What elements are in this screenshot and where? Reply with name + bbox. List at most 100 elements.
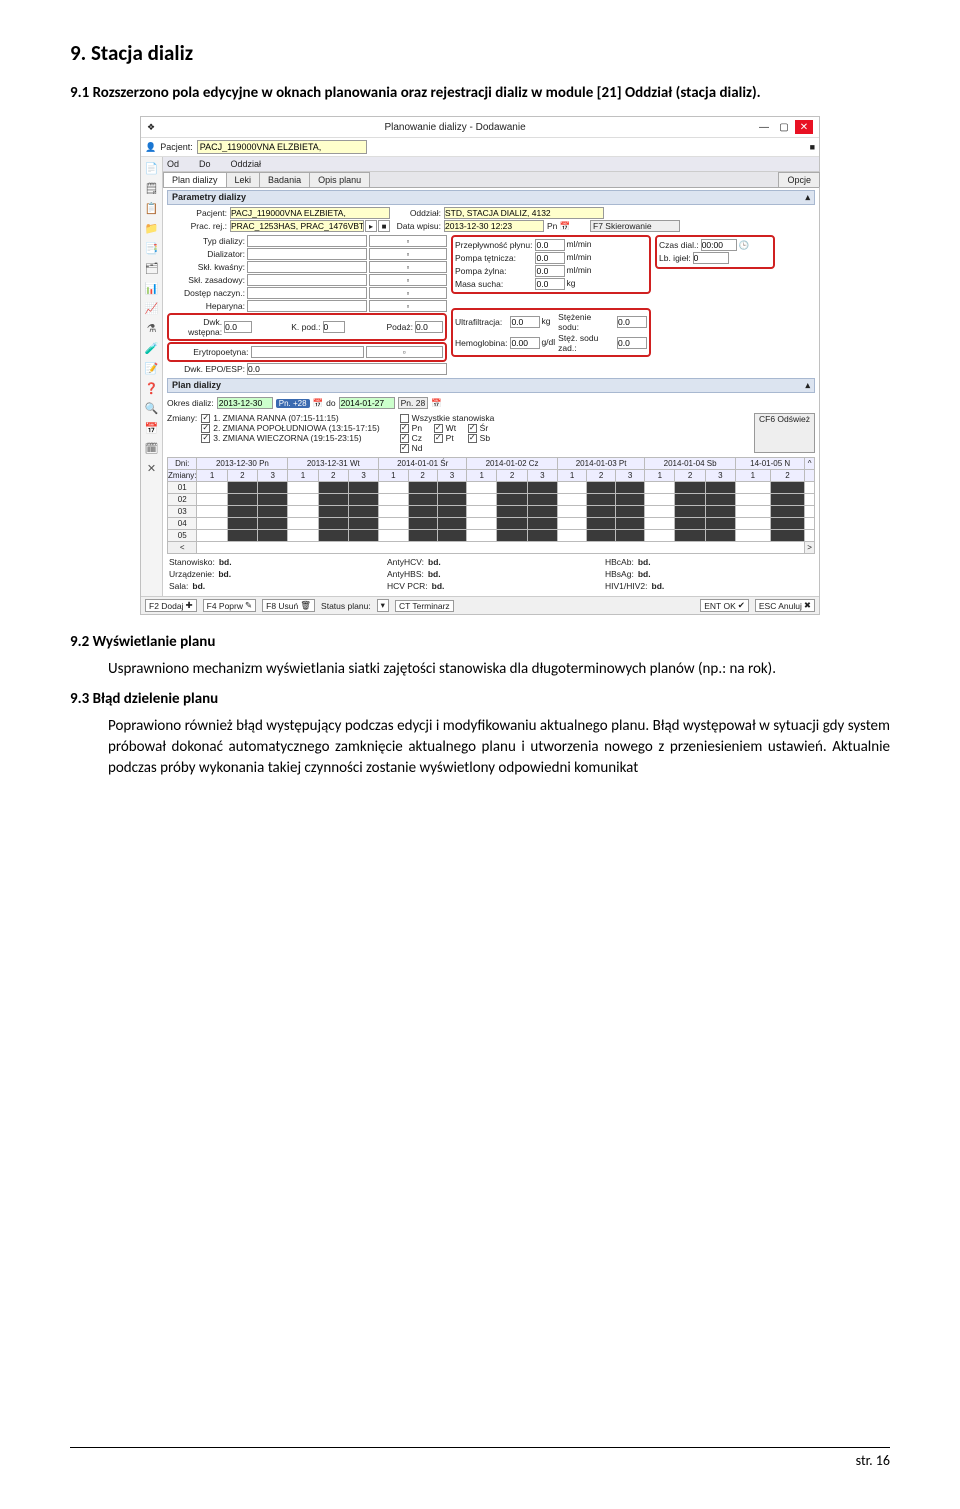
label: Heparyna:: [167, 301, 245, 311]
f4-button[interactable]: F4 Poprw ✎: [203, 599, 257, 612]
lbigiel-field[interactable]: [693, 252, 729, 264]
tool-icon[interactable]: 📁: [143, 219, 161, 237]
tool-icon[interactable]: 🔍: [143, 399, 161, 417]
sklkwasny-field[interactable]: [247, 261, 367, 273]
tool-icon[interactable]: 📋: [143, 199, 161, 217]
lookup-icon[interactable]: ▫: [369, 248, 447, 260]
lookup-icon[interactable]: ▫: [369, 235, 447, 247]
label: Prac. rej.:: [167, 221, 227, 231]
tool-icon[interactable]: 🗂: [143, 259, 161, 277]
tool-icon[interactable]: 📊: [143, 279, 161, 297]
tool-icon[interactable]: ❓: [143, 379, 161, 397]
tool-icon[interactable]: ✕: [143, 459, 161, 477]
tab-leki[interactable]: Leki: [226, 172, 261, 187]
checkbox[interactable]: ✓: [201, 424, 210, 433]
checkbox[interactable]: ✓: [201, 434, 210, 443]
checkbox[interactable]: [400, 414, 409, 423]
ultrafiltracja-field[interactable]: [510, 316, 540, 328]
pn-badge: Pn. 28: [398, 397, 429, 409]
opcje-button[interactable]: Opcje: [778, 172, 820, 187]
dializator-field[interactable]: [247, 248, 367, 260]
erytropoetyna-field[interactable]: [251, 346, 364, 358]
panel-parametry-header: Parametry dializy▴: [167, 190, 815, 205]
podaz-field[interactable]: [415, 321, 443, 333]
panel-plan-header: Plan dializy▴: [167, 378, 815, 393]
tool-icon[interactable]: 🗒: [143, 179, 161, 197]
date-col: 2013-12-30 Pn: [197, 458, 288, 470]
pacjent-field[interactable]: [230, 207, 390, 219]
tool-icon[interactable]: 🧪: [143, 339, 161, 357]
dostepnaczyn-field[interactable]: [247, 287, 367, 299]
dwkepoesp-field[interactable]: [247, 363, 447, 375]
checkbox[interactable]: ✓: [468, 424, 477, 433]
lookup-icon[interactable]: ▫: [369, 300, 447, 312]
checkbox[interactable]: ✓: [468, 434, 477, 443]
pompatetn-field[interactable]: [535, 252, 565, 264]
cal-icon[interactable]: 📅: [313, 398, 324, 409]
checkbox[interactable]: ✓: [434, 434, 443, 443]
f7-skierowanie-button[interactable]: F7 Skierowanie: [590, 220, 680, 232]
lookup-icon[interactable]: ▸: [365, 220, 377, 232]
checkbox[interactable]: ✓: [434, 424, 443, 433]
minimize-button[interactable]: —: [755, 120, 773, 134]
stezsoduzad-field[interactable]: [617, 337, 647, 349]
lookup-icon[interactable]: ▫: [369, 261, 447, 273]
tool-icon[interactable]: 📈: [143, 299, 161, 317]
lookup-icon[interactable]: ▫: [369, 287, 447, 299]
czasdial-field[interactable]: [701, 239, 737, 251]
close-button[interactable]: ✕: [795, 120, 813, 134]
typdializy-field[interactable]: [247, 235, 367, 247]
przeplywnosc-field[interactable]: [535, 239, 565, 251]
sub2-title: 9.2 Wyświetlanie planu: [70, 633, 890, 651]
f2-button[interactable]: F2 Dodaj ✚: [145, 599, 197, 612]
dni-label: Dni:: [168, 458, 197, 470]
f8-button[interactable]: F8 Usuń 🗑: [262, 599, 315, 612]
pompazylna-field[interactable]: [535, 265, 565, 277]
value: bd.: [192, 581, 205, 591]
status-dropdown[interactable]: ▾: [377, 599, 389, 612]
heparyna-field[interactable]: [247, 300, 367, 312]
refresh-button[interactable]: CF6 Odśwież: [754, 413, 815, 453]
lookup-icon[interactable]: ▫: [369, 274, 447, 286]
pracrej-field[interactable]: [230, 220, 364, 232]
tool-icon[interactable]: 📝: [143, 359, 161, 377]
tab-badania[interactable]: Badania: [259, 172, 310, 187]
sklzasadowy-field[interactable]: [247, 274, 367, 286]
schedule-table: Dni: 2013-12-30 Pn 2013-12-31 Wt 2014-01…: [167, 457, 815, 554]
tool-icon[interactable]: 📄: [143, 159, 161, 177]
checkbox[interactable]: ✓: [400, 434, 409, 443]
kpod-field[interactable]: [323, 321, 345, 333]
checkbox[interactable]: ✓: [400, 444, 409, 453]
tool-icon[interactable]: 📅: [143, 419, 161, 437]
scroll-left[interactable]: <: [168, 542, 197, 554]
okres-od-field[interactable]: [217, 397, 273, 409]
pacjent-input[interactable]: [197, 140, 367, 154]
sub3-body: Poprawiono również błąd występujący podc…: [108, 716, 890, 779]
ct-terminarz-button[interactable]: CT Terminarz: [395, 600, 454, 612]
stezeniesodu-field[interactable]: [617, 316, 647, 328]
hemoglobina-field[interactable]: [510, 337, 540, 349]
value: bd.: [428, 569, 441, 579]
scroll-right[interactable]: >: [805, 542, 815, 554]
checkbox[interactable]: ✓: [201, 414, 210, 423]
value: bd.: [218, 569, 231, 579]
dot-icon: ■: [378, 220, 390, 232]
checkbox[interactable]: ✓: [400, 424, 409, 433]
okres-do-field[interactable]: [339, 397, 395, 409]
titlebar-icon: ❖: [147, 122, 155, 133]
tab-plan-dializy[interactable]: Plan dializy: [163, 172, 227, 187]
dwkwstepna-field[interactable]: [224, 321, 252, 333]
tool-icon[interactable]: 📑: [143, 239, 161, 257]
tool-icon[interactable]: 🗓: [143, 439, 161, 457]
tool-icon[interactable]: ⚗: [143, 319, 161, 337]
lookup-icon[interactable]: ▫: [366, 346, 444, 358]
maximize-button[interactable]: ▢: [775, 120, 793, 134]
masasucha-field[interactable]: [535, 278, 565, 290]
ent-ok-button[interactable]: ENT OK ✔: [700, 599, 749, 612]
datawpisu-field[interactable]: [444, 220, 544, 232]
label: AntyHBS:: [387, 569, 424, 579]
esc-anuluj-button[interactable]: ESC Anuluj ✖: [755, 599, 815, 612]
tab-opis-planu[interactable]: Opis planu: [309, 172, 370, 187]
oddzial-field[interactable]: [444, 207, 604, 219]
cal-icon[interactable]: 📅: [431, 398, 442, 409]
